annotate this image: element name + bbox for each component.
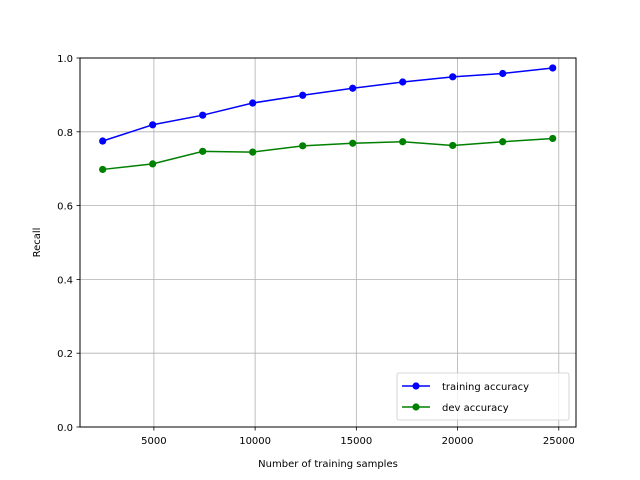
data-point <box>249 99 257 107</box>
legend-marker <box>412 382 420 390</box>
data-point <box>449 141 457 150</box>
x-axis-ticks: 5000 10000 15000 20000 25000 <box>141 427 575 447</box>
series-dev-accuracy <box>99 134 557 174</box>
grid-lines <box>80 57 576 428</box>
data-point <box>149 160 157 168</box>
y-tick-label: 0.4 <box>57 275 73 286</box>
series-training-accuracy <box>99 64 557 145</box>
x-tick-label: 25000 <box>543 436 575 447</box>
data-point <box>199 147 207 155</box>
data-point <box>499 138 507 146</box>
legend: training accuracy dev accuracy <box>396 372 570 421</box>
data-point <box>149 121 157 129</box>
y-axis-label: Recall <box>32 228 43 258</box>
data-point <box>499 69 507 78</box>
y-tick-label: 0.0 <box>57 423 73 434</box>
data-point <box>549 134 557 143</box>
plot-frame <box>79 57 577 428</box>
x-tick-label: 5000 <box>141 436 166 447</box>
data-point <box>399 78 407 86</box>
data-point <box>99 165 107 174</box>
legend-entry: training accuracy <box>402 382 529 393</box>
legend-label: dev accuracy <box>442 403 509 414</box>
y-tick-label: 1.0 <box>57 54 73 65</box>
data-point <box>549 64 557 72</box>
x-tick-label: 15000 <box>340 436 372 447</box>
x-tick-label: 20000 <box>442 436 474 447</box>
data-point <box>299 142 307 150</box>
series-line <box>102 67 553 142</box>
y-tick-label: 0.8 <box>57 128 73 139</box>
data-point <box>99 137 107 145</box>
data-point <box>349 84 357 92</box>
y-tick-label: 0.6 <box>57 202 73 213</box>
legend-label: training accuracy <box>442 382 529 393</box>
data-point <box>349 139 357 147</box>
data-point <box>249 148 257 156</box>
x-tick-label: 10000 <box>239 436 271 447</box>
y-axis-ticks: 0.0 0.2 0.4 0.6 0.8 1.0 <box>57 54 80 434</box>
data-point <box>449 73 457 81</box>
series-line <box>102 137 553 171</box>
legend-box <box>396 372 570 421</box>
data-point <box>299 91 307 99</box>
y-tick-label: 0.2 <box>57 349 73 360</box>
x-axis-label: Number of training samples <box>258 459 398 470</box>
data-point <box>199 111 207 119</box>
data-point <box>399 138 407 146</box>
legend-marker <box>412 403 420 411</box>
legend-entry: dev accuracy <box>402 403 509 414</box>
series-layer <box>99 64 557 174</box>
